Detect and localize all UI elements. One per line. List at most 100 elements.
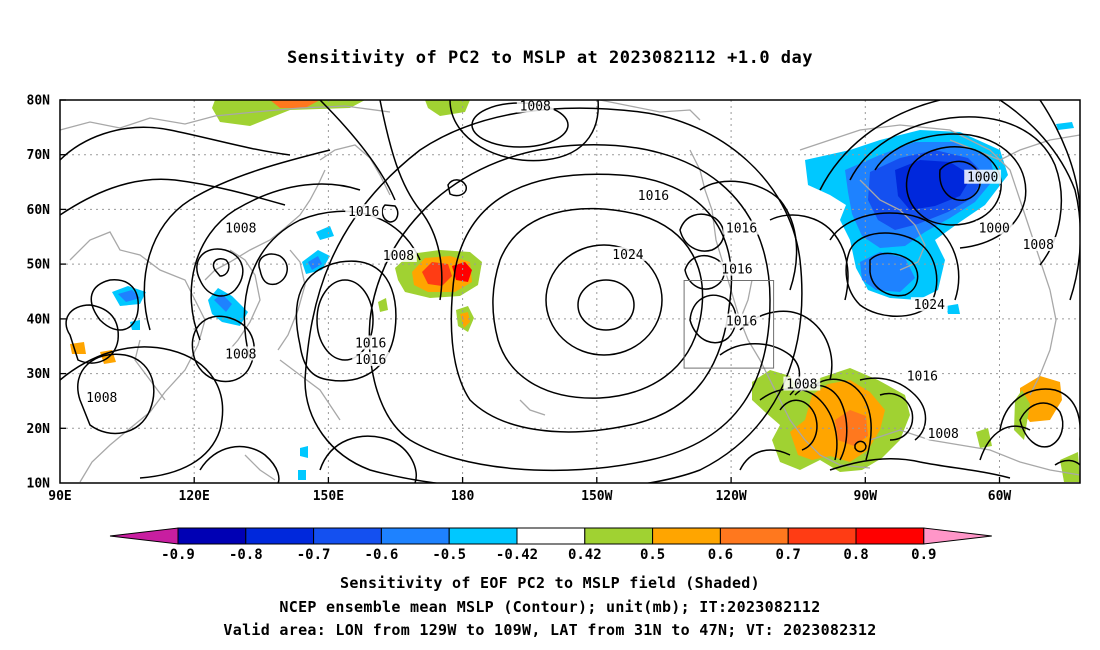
contour-label-bg [924,425,962,440]
colorbar-swatch [855,527,925,545]
contour-label-bg [718,261,756,276]
shade-negative-region [1056,122,1074,130]
shade-negative-region [118,290,140,302]
contour-label: 1016 [907,369,938,384]
contour-label: 1016 [638,189,669,204]
colorbar-label: 0.9 [911,547,936,563]
contour-label-bg [222,220,260,235]
shade-negative-region [316,226,334,240]
colorbar-label: -0.42 [496,547,538,563]
shade-positive-region [425,100,470,116]
lat-label: 60N [27,203,51,218]
contour-label-bg [910,297,948,312]
contour-label-bg [964,169,1002,184]
shade-positive-region [835,410,868,446]
contour-label-bg [516,100,554,113]
colorbar-label: 0.5 [640,547,665,563]
footer-line-1: Sensitivity of EOF PC2 to MSLP field (Sh… [340,574,760,592]
colorbar-label: 0.6 [708,547,733,563]
lat-lon-grid [60,100,1080,483]
contour-label: 1008 [383,249,414,264]
colorbar-swatch [177,527,247,545]
colorbar-label: -0.7 [297,547,331,563]
contour-label: 1008 [1023,238,1054,253]
contour-label: 1016 [726,222,757,237]
shade-positive-region [452,262,472,282]
contour-label-bg [723,220,760,235]
lat-label: 10N [27,477,51,492]
footer-line-3: Valid area: LON from 129W to 109W, LAT f… [223,621,877,639]
contour-label: 1008 [225,347,256,362]
sensitivity-shading [70,100,1080,482]
colorbar-swatch [516,527,586,545]
lat-label: 80N [27,94,51,109]
shade-negative-region [308,256,322,270]
shade-negative-region [946,304,960,314]
colorbar-swatch [448,527,518,545]
contour-label: 1024 [612,248,643,263]
mslp-contours [60,100,1080,483]
valid-area-box [683,280,775,369]
contour-label: 1016 [355,336,386,351]
contour-label-bg [352,351,390,366]
colorbar-label: 0.8 [843,547,868,563]
contour-label: 1016 [355,353,386,368]
lon-label: 90E [48,489,71,504]
contour-label-bg [903,368,941,383]
shade-positive-region [1020,376,1062,422]
contour-label: 1016 [348,205,379,220]
colorbar-swatch [380,527,450,545]
shade-positive-region [70,342,86,354]
contour-label: 1000 [979,222,1010,237]
shade-negative-region [895,160,972,210]
lat-label: 70N [27,148,51,163]
map-frame [59,99,1081,484]
shade-positive-region [422,262,452,286]
contour-label-bg [380,247,417,262]
colorbar-swatch [584,527,654,545]
contour-label: 1008 [225,222,256,237]
contour-label: 1008 [928,427,959,442]
contour-label-bg [352,335,390,350]
colorbar-label: -0.8 [229,547,263,563]
contour-label-bg [975,220,1013,235]
shade-positive-region [378,298,388,312]
contour-label-bg [609,246,647,261]
contour-label-bg [1019,236,1057,251]
shade-negative-region [300,446,308,458]
contour-label-bg [783,376,821,391]
plot-title: Sensitivity of PC2 to MSLP at 2023082112… [286,48,813,68]
shade-positive-region [1060,452,1080,482]
shade-positive-region [976,428,992,448]
contour-label: 1016 [726,315,757,330]
lon-label: 120W [715,489,746,504]
colorbar-label: -0.5 [432,547,466,563]
shade-negative-region [214,294,232,312]
lon-label: 180 [451,489,475,504]
colorbar-swatch [652,527,721,545]
contour-label: 1008 [786,378,817,393]
colorbar-label: -0.6 [365,547,399,563]
colorbar: -0.9 -0.8 -0.7 -0.6 -0.5 -0.42 0.42 0.5 0.6 0.7 0.… [109,527,992,563]
colorbar-label: 0.42 [568,547,602,563]
contour-label: 1008 [520,100,551,115]
colorbar-swatch [719,527,789,545]
contour-label: 1024 [914,298,945,313]
contour-label-bg [83,390,121,405]
colorbar-label: 0.7 [776,547,801,563]
lat-label: 20N [27,422,51,437]
coastlines [60,100,1080,483]
lat-label: 50N [27,258,51,273]
lon-label: 150E [313,489,344,504]
lon-label: 150W [581,489,612,504]
colorbar-swatch [787,527,857,545]
shade-negative-region [298,470,306,480]
colorbar-low-arrow [109,527,179,545]
footer-line-2: NCEP ensemble mean MSLP (Contour); unit(… [279,598,821,616]
lon-label: 60W [988,489,1012,504]
contour-labels: 1008 1016 1016 1008 1008 1016 1024 1016 1016 1016… [83,100,1057,442]
contour-label-bg [222,346,260,361]
lon-label: 90W [854,489,878,504]
lon-label: 120E [179,489,210,504]
